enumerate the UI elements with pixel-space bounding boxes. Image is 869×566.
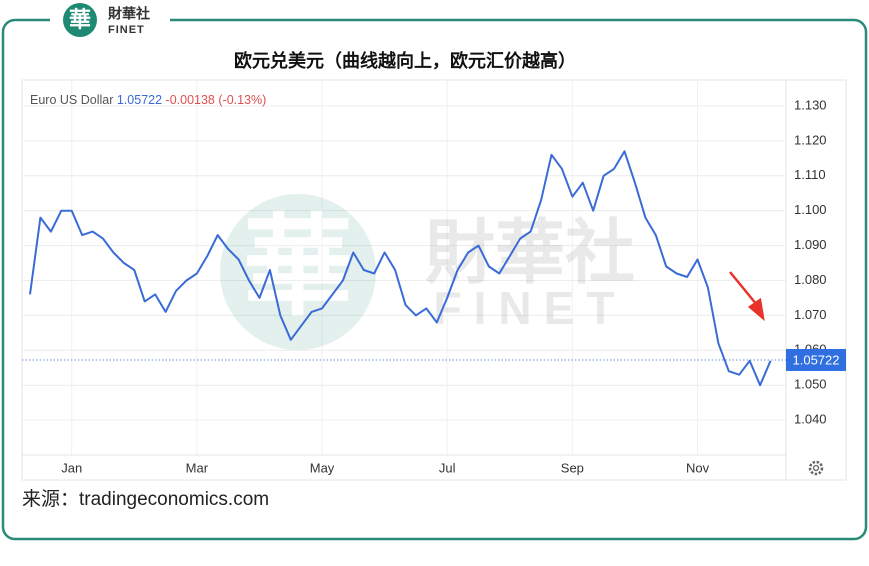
y-tick-label: 1.080 [794, 272, 827, 287]
y-tick-label: 1.090 [794, 237, 827, 252]
y-tick-label: 1.130 [794, 97, 827, 112]
watermark-latin: FINET [434, 282, 627, 334]
logo-latin: FINET [108, 24, 145, 36]
source: 来源：tradingeconomics.com [22, 488, 269, 510]
gear[interactable] [808, 460, 824, 476]
last-value-box [786, 348, 846, 371]
header: Euro US Dollar 1.05722 -0.00138 (-0.13%) [30, 93, 266, 107]
last-value: 1.05722 [117, 93, 162, 107]
watermark-circle [220, 194, 376, 350]
y-tick-label: 1.050 [794, 377, 827, 392]
x-tick-label: Nov [686, 460, 710, 475]
x-tick-label: May [310, 460, 335, 475]
x-tick-label: Mar [186, 460, 209, 475]
y-tick-label: 1.110 [794, 167, 826, 182]
settings-icon[interactable] [808, 460, 824, 476]
last-value-label: 1.05722 [793, 352, 840, 367]
series-name: Euro US Dollar [30, 93, 113, 107]
logo-circle [63, 3, 97, 37]
change-pct: (-0.13%) [218, 93, 266, 107]
grid [22, 80, 786, 455]
x-tick-label: Jan [61, 460, 82, 475]
y-tick-label: 1.070 [794, 307, 827, 322]
watermark: 華 財華社 FINET [220, 194, 635, 350]
line-series [29, 150, 772, 387]
x-tick-label: Jul [439, 460, 456, 475]
gear-hub[interactable] [812, 464, 820, 472]
logo-name: 財華社 [107, 6, 150, 22]
watermark-name: 財華社 [425, 213, 635, 291]
x-tick-label: Sep [561, 460, 584, 475]
y-tick-label: 1.120 [794, 132, 827, 147]
watermark-mark: 華 [243, 206, 353, 329]
arrow [729, 271, 765, 322]
frame [1, 18, 868, 541]
y-tick-label: 1.040 [794, 412, 827, 427]
chart-title: 欧元兑美元（曲线越向上，欧元汇价越高） [234, 50, 576, 71]
logo-mark: 華 [69, 7, 91, 32]
change: -0.00138 [166, 93, 215, 107]
y-tick-label: 1.100 [794, 202, 827, 217]
